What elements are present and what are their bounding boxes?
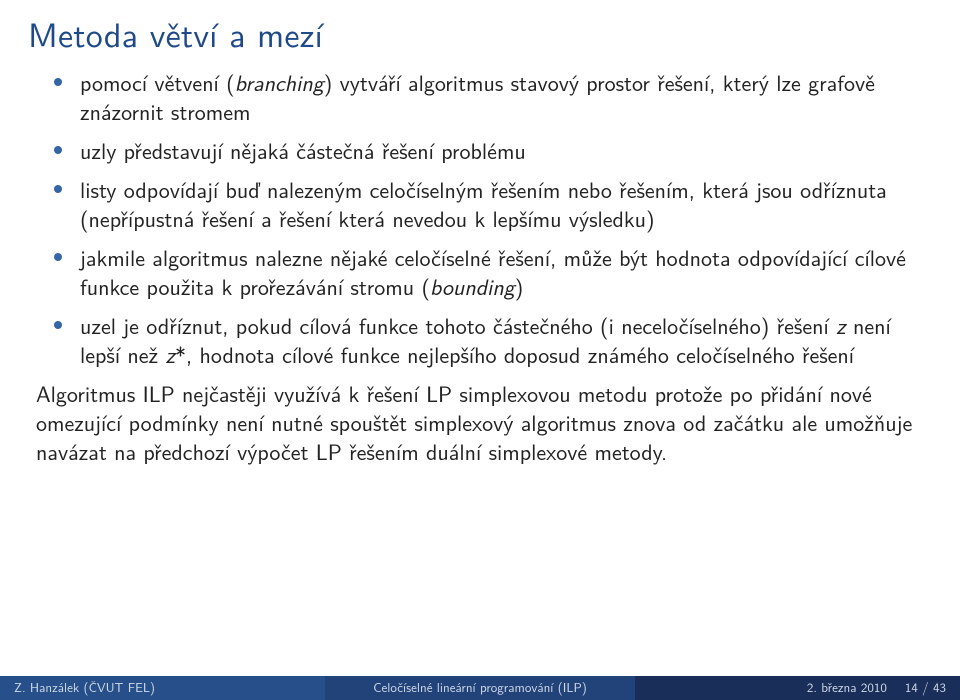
footer-date: 2. března 2010 — [807, 676, 887, 700]
footer-author: Z. Hanzálek (ČVUT FEL) — [0, 676, 325, 700]
slide-content: pomocí větvení (branching) vytváří algor… — [0, 64, 960, 466]
list-item: uzel je odříznut, pokud cílová funkce to… — [60, 311, 924, 369]
footer-right: 2. března 2010 14 / 43 — [635, 676, 960, 700]
list-item: uzly představují nějaká částečná řešení … — [60, 136, 924, 165]
slide-title: Metoda větví a mezí — [0, 0, 960, 64]
footer-title: Celočíselné lineární programování (ILP) — [325, 676, 636, 700]
list-item: jakmile algoritmus nalezne nějaké celočí… — [60, 243, 924, 301]
paragraph: Algoritmus ILP nejčastěji využívá k řeše… — [36, 379, 924, 466]
bullet-list: pomocí větvení (branching) vytváří algor… — [36, 68, 924, 369]
footer-page: 14 / 43 — [905, 676, 946, 700]
list-item: pomocí větvení (branching) vytváří algor… — [60, 68, 924, 126]
list-item: listy odpovídají buď nalezeným celočísel… — [60, 175, 924, 233]
footer-bar: Z. Hanzálek (ČVUT FEL) Celočíselné lineá… — [0, 676, 960, 700]
